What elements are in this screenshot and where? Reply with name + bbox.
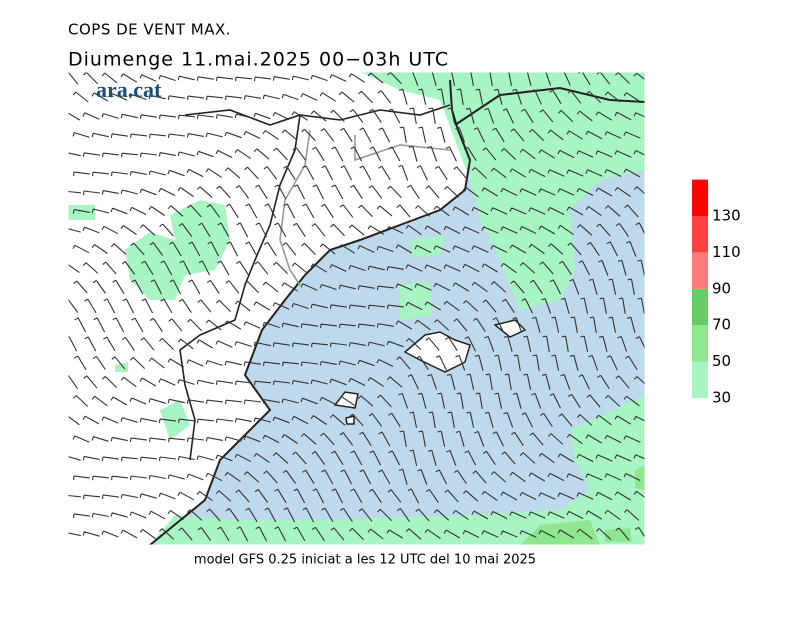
map [68,72,645,545]
colorbar-label: 30 [712,389,731,407]
colorbar-segment [692,361,708,398]
gust-areas-strong [520,465,645,545]
wind-barbs [68,72,645,542]
title: COPS DE VENT MAX. [68,21,231,39]
subtitle: Diumenge 11.mai.2025 00−03h UTC [68,49,449,71]
colorbar-segment [692,252,708,289]
colorbar-segment [692,288,708,326]
islands [333,319,527,425]
footer: model GFS 0.25 iniciat a les 12 UTC del … [194,553,536,568]
logo: ara.cat [96,77,162,102]
colorbar-label: 130 [712,207,741,225]
colorbar-segment [692,216,708,253]
map-frame [67,71,646,546]
colorbar-label: 50 [712,352,731,370]
colorbar-label: 70 [712,316,731,334]
coastline [149,79,645,545]
colorbar-segment [692,325,708,362]
colorbar-label: 110 [712,243,741,261]
colorbar: 30 50 70 90 110 130 [692,179,741,407]
colorbar-label: 90 [712,279,731,297]
colorbar-segment [692,179,708,216]
